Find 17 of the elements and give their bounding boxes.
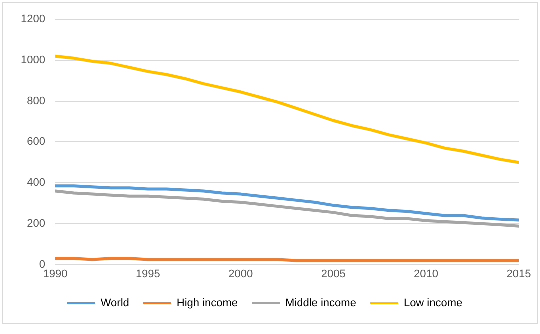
x-tick-label: 1995 <box>136 268 160 280</box>
y-tick-label: 200 <box>27 218 46 230</box>
y-tick-label: 800 <box>27 95 46 108</box>
legend-label: Middle income <box>286 298 356 310</box>
x-tick-label: 2010 <box>414 268 439 280</box>
y-tick-label: 400 <box>27 177 46 190</box>
legend-label: World <box>100 298 130 310</box>
legend-label: Low income <box>404 298 463 310</box>
y-tick-label: 1200 <box>20 14 46 26</box>
y-tick-label: 0 <box>39 258 46 271</box>
x-tick-label: 1990 <box>43 268 68 280</box>
x-tick-label: 2005 <box>321 268 346 280</box>
y-tick-label: 1000 <box>20 54 46 66</box>
y-tick-label: 600 <box>27 136 46 148</box>
legend-label: High income <box>176 298 238 310</box>
x-tick-label: 2000 <box>228 268 254 280</box>
x-tick-label: 2015 <box>506 268 532 280</box>
